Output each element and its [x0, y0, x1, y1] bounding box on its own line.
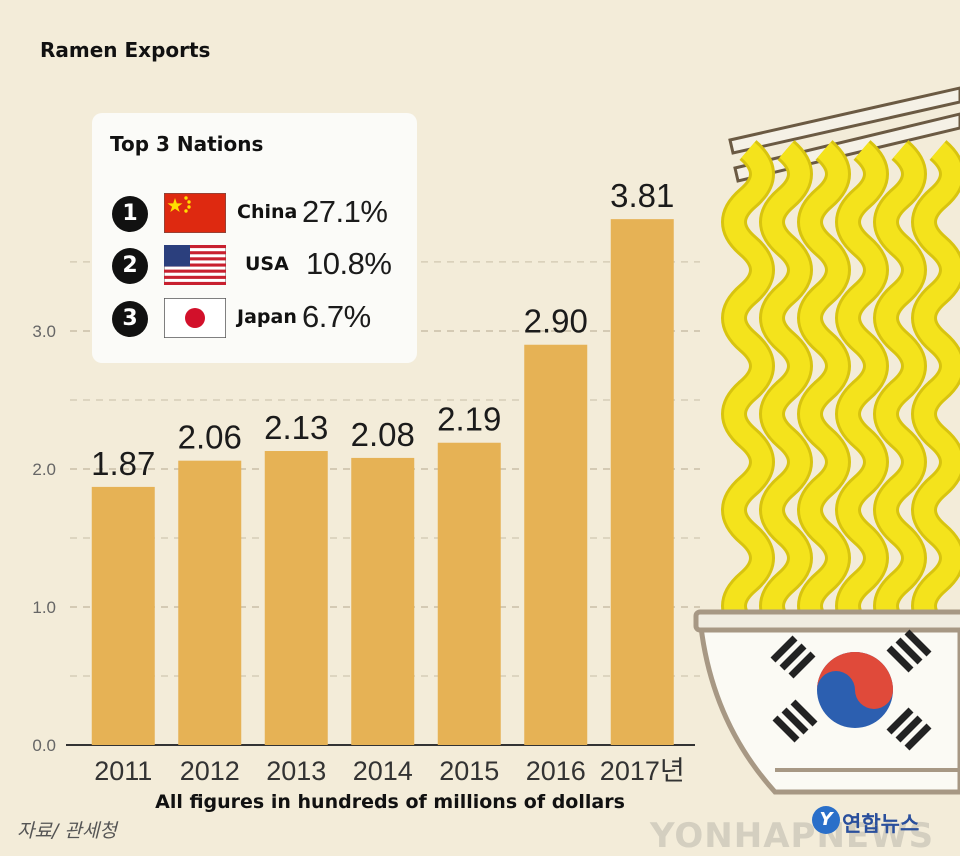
agency-logo-icon: Y — [812, 806, 840, 834]
legend-title: Top 3 Nations — [110, 132, 264, 156]
noodle-strand — [876, 142, 924, 638]
legend-percent: 6.7% — [302, 299, 371, 334]
x-tick-label: 2012 — [180, 756, 240, 786]
x-tick-label: 2011 — [94, 756, 152, 786]
x-tick-label: 2017년 — [600, 756, 685, 786]
bar — [610, 219, 674, 745]
bar-value-label: 1.87 — [91, 445, 155, 482]
y-tick-label: 0.0 — [32, 736, 56, 755]
rank-badge: 3 — [112, 301, 148, 337]
japan-flag-icon — [164, 298, 226, 338]
y-tick-label: 3.0 — [32, 322, 56, 341]
legend-country: China — [237, 201, 298, 223]
x-tick-label: 2016 — [526, 756, 586, 786]
chart-caption: All figures in hundreds of millions of d… — [155, 791, 625, 813]
bar — [178, 460, 242, 745]
x-tick-label: 2015 — [439, 756, 499, 786]
agency-name: 연합뉴스 — [842, 812, 920, 836]
x-tick-label: 2013 — [266, 756, 326, 786]
noodle-strand — [724, 142, 772, 638]
rank-badge: 2 — [112, 248, 148, 284]
bar-value-label: 3.81 — [610, 177, 674, 214]
x-tick-label: 2014 — [353, 756, 413, 786]
bar-value-label: 2.06 — [178, 419, 242, 456]
bar — [91, 486, 155, 745]
noodle-strand — [762, 142, 810, 638]
watermark: YONHAPNEWS — [650, 816, 935, 856]
china-flag-icon — [164, 193, 226, 233]
bar — [524, 344, 588, 745]
legend-percent: 27.1% — [302, 194, 388, 229]
bar — [437, 442, 501, 745]
noodles-icon — [721, 140, 960, 640]
bar — [264, 451, 328, 745]
bar-value-label: 2.08 — [351, 416, 415, 453]
taegeuk-emblem-icon — [770, 629, 932, 751]
legend-item-china: 1 China 27.1% — [112, 192, 412, 236]
bar-value-label: 2.90 — [524, 303, 588, 340]
legend-country: USA — [245, 253, 289, 275]
source-credit: 자료/ 관세청 — [17, 820, 117, 842]
usa-flag-icon — [164, 245, 226, 285]
legend-item-japan: 3 Japan 6.7% — [112, 297, 412, 341]
noodle-strand — [838, 142, 886, 638]
chart-title: Ramen Exports — [40, 38, 211, 62]
y-tick-label: 1.0 — [32, 598, 56, 617]
legend-item-usa: 2 USA 10.8% — [112, 244, 412, 288]
rank-badge: 1 — [112, 196, 148, 232]
bar-chart: 0.0 1.0 2.0 3.0 1.87 2011 2.06 2012 2.13 2013 2.08… — [32, 177, 700, 786]
legend-percent: 10.8% — [306, 246, 392, 281]
bar — [351, 457, 415, 745]
legend-country: Japan — [237, 306, 297, 328]
noodle-strand — [914, 142, 960, 638]
noodle-strand — [800, 142, 848, 638]
bar-value-label: 2.13 — [264, 409, 328, 446]
bar-value-label: 2.19 — [437, 401, 501, 438]
y-tick-label: 2.0 — [32, 460, 56, 479]
